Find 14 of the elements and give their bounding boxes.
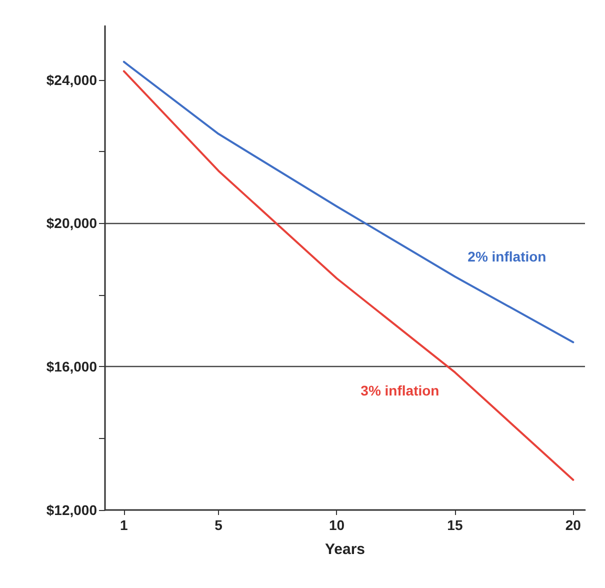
line-series — [122, 70, 574, 481]
series-label: 2% inflation — [468, 248, 546, 265]
series-label: 3% inflation — [360, 382, 440, 398]
y-tick-label: $12,000 — [46, 502, 98, 518]
x-axis-title: Years — [324, 541, 366, 558]
y-tick-label: $20,000 — [46, 215, 98, 232]
x-tick-label: 10 — [328, 517, 345, 533]
x-tick-label: 20 — [565, 517, 582, 533]
x-tick-label: 1 — [120, 517, 128, 533]
y-tick-label: $24,000 — [46, 72, 98, 88]
line-series — [122, 60, 574, 344]
x-tick-label: 5 — [214, 517, 223, 533]
y-tick-label: $16,000 — [46, 358, 98, 375]
x-tick-label: 15 — [447, 517, 463, 533]
